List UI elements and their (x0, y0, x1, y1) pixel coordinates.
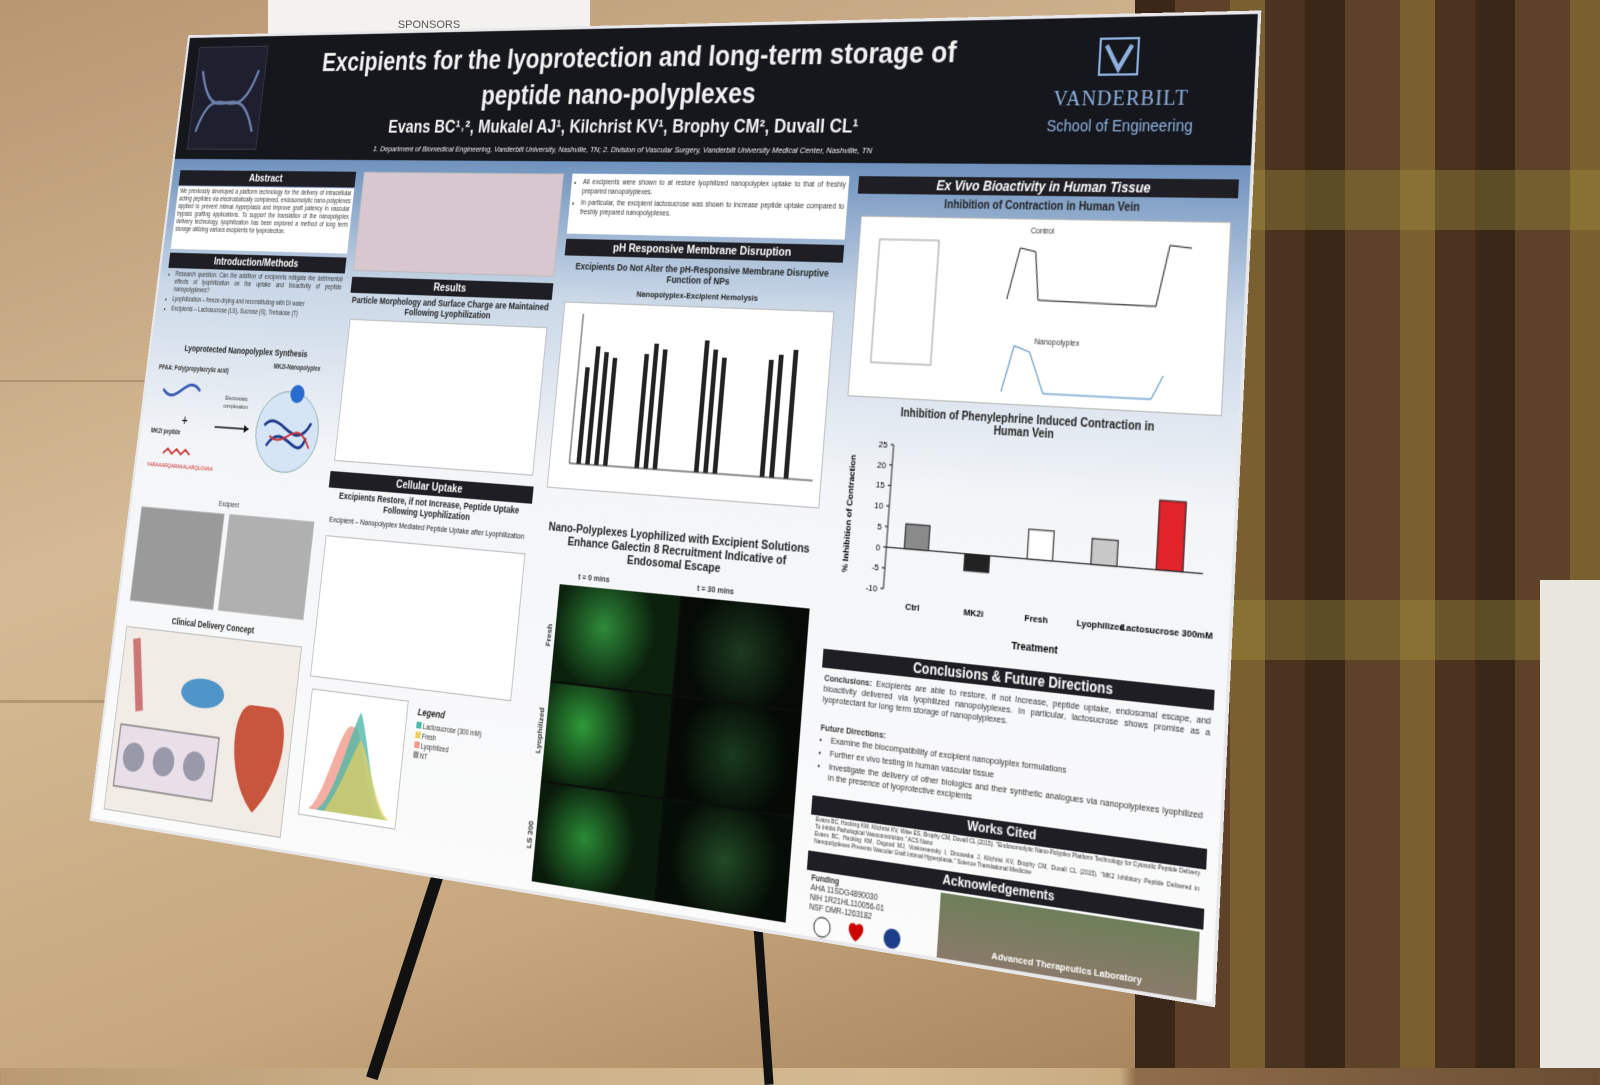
decoration (163, 383, 201, 397)
summary-bullet: In particular, the excipient lactosucros… (580, 199, 845, 222)
bar (1156, 500, 1186, 572)
decoration (180, 676, 226, 711)
histogram-drawing (299, 690, 408, 829)
label: Excipient (206, 500, 252, 512)
figure-title: Particle Morphology and Surface Charge a… (348, 295, 552, 323)
affiliations: 1. Department of Biomedical Engineering,… (263, 144, 1015, 156)
y-tick-label: 0 (875, 543, 881, 553)
hemolysis-drawing (548, 303, 834, 508)
trace-drawing (848, 217, 1230, 415)
section-heading: Abstract (179, 170, 357, 187)
figure-title: Excipients Do Not Alter the pH-Responsiv… (566, 261, 837, 291)
clinical-figure (104, 626, 302, 838)
y-tick-label: 5 (877, 522, 883, 532)
figure-title: Inhibition of Contraction in Human Vein (857, 199, 1238, 216)
decoration: + (181, 414, 189, 429)
decoration (416, 722, 422, 729)
lab-logo (187, 46, 269, 150)
micrograph-tile (665, 697, 802, 815)
section-heading: pH Responsive Membrane Disruption (565, 239, 845, 263)
section-heading: Ex Vivo Bioactivity in Human Tissue (858, 176, 1239, 198)
x-tick-label: Lactosucrose 300mM (1120, 623, 1213, 643)
y-tick-label: -5 (871, 563, 879, 574)
y-tick-label: -10 (865, 583, 878, 594)
label: Electrostatic complexation (214, 394, 257, 412)
title-line: peptide nano-polyplexes (268, 75, 1020, 113)
legend: Lactosucrose (300 mM) Fresh Lyophilized … (413, 722, 507, 774)
microscopy-grid (532, 584, 810, 922)
decoration (871, 239, 940, 365)
micrograph (130, 506, 225, 610)
trace-label: Control (1030, 228, 1094, 238)
morphology-chart (334, 319, 547, 476)
decoration (413, 751, 419, 758)
x-tick-label: MK2i (963, 608, 984, 620)
decoration (576, 335, 799, 479)
x-tick-label: Ctrl (905, 602, 920, 614)
bar (1027, 529, 1054, 561)
uptake-summary: All excipients were shown to at restore … (572, 178, 847, 224)
decoration (414, 741, 420, 748)
micrograph (218, 514, 315, 620)
histology-figure (353, 172, 564, 277)
micrograph-tile (532, 782, 663, 901)
x-tick-label: Lyophilized (1076, 618, 1125, 633)
decoration (569, 463, 812, 480)
logo-mark (1100, 39, 1138, 73)
legend-label: NT (419, 753, 427, 762)
decoration (128, 638, 148, 711)
decoration (195, 70, 259, 132)
y-tick-label: 15 (875, 481, 885, 492)
micrograph-tile (674, 596, 810, 710)
micrograph-tile (656, 800, 793, 923)
institution: VANDERBILT (1013, 86, 1233, 112)
trace-figure (847, 216, 1231, 417)
decoration: All excipients were shown to at restore … (572, 178, 846, 222)
decoration (784, 350, 799, 479)
summary-bullet: All excipients were shown to at restore … (582, 178, 847, 200)
decoration (848, 922, 864, 942)
decoration (813, 916, 831, 938)
decoration (883, 927, 901, 950)
decoration (251, 390, 322, 475)
uptake-chart (310, 535, 525, 701)
bar (1091, 538, 1118, 566)
vanderbilt-logo (1098, 37, 1140, 76)
hemolysis-chart (547, 302, 835, 509)
decoration (1105, 45, 1132, 69)
decoration (227, 703, 288, 816)
decoration: Research question: Can the addition of e… (164, 271, 343, 321)
decoration (243, 425, 249, 433)
micrograph-tile (551, 584, 681, 695)
y-tick-label: 25 (878, 440, 888, 450)
x-tick-label: Fresh (1024, 614, 1048, 627)
phenylephrine-chart: -10 -5 0 5 10 15 20 25 Ctrl MK2i Fresh LyophilizedL… (824, 432, 1226, 682)
intro-list: Research question: Can the addition of e… (164, 271, 343, 323)
decoration (215, 427, 249, 429)
subheading: Lyoprotected Nanopolyplex Synthesis (158, 342, 336, 361)
school: School of Engineering (1011, 116, 1231, 135)
title-line: Excipients for the lyoprotection and lon… (272, 35, 1023, 79)
x-axis-label: Treatment (1011, 639, 1059, 657)
decoration (1007, 242, 1193, 307)
decoration (415, 731, 421, 738)
authors: Evans BC¹˒², Mukalel AJ¹, Kilchrist KV¹,… (265, 115, 1018, 138)
abstract-text: We previously developed a platform techn… (175, 188, 352, 238)
clinical-drawing (104, 627, 301, 837)
label: MK2i-Nanopolyplex (260, 363, 334, 375)
bar (964, 554, 990, 573)
y-tick-label: 20 (877, 460, 887, 471)
dna-logo (188, 47, 268, 149)
window (1540, 580, 1600, 1068)
section-heading: Introduction/Methods (168, 253, 346, 274)
y-axis-label: % Inhibition of Contraction (841, 454, 858, 572)
y-tick-label: 10 (874, 501, 884, 512)
decoration (1001, 345, 1165, 400)
sign: SPONSORS (268, 0, 590, 34)
decoration (163, 448, 190, 455)
flow-histogram (298, 688, 409, 829)
bar (904, 524, 930, 551)
micrograph-tile (541, 683, 672, 798)
